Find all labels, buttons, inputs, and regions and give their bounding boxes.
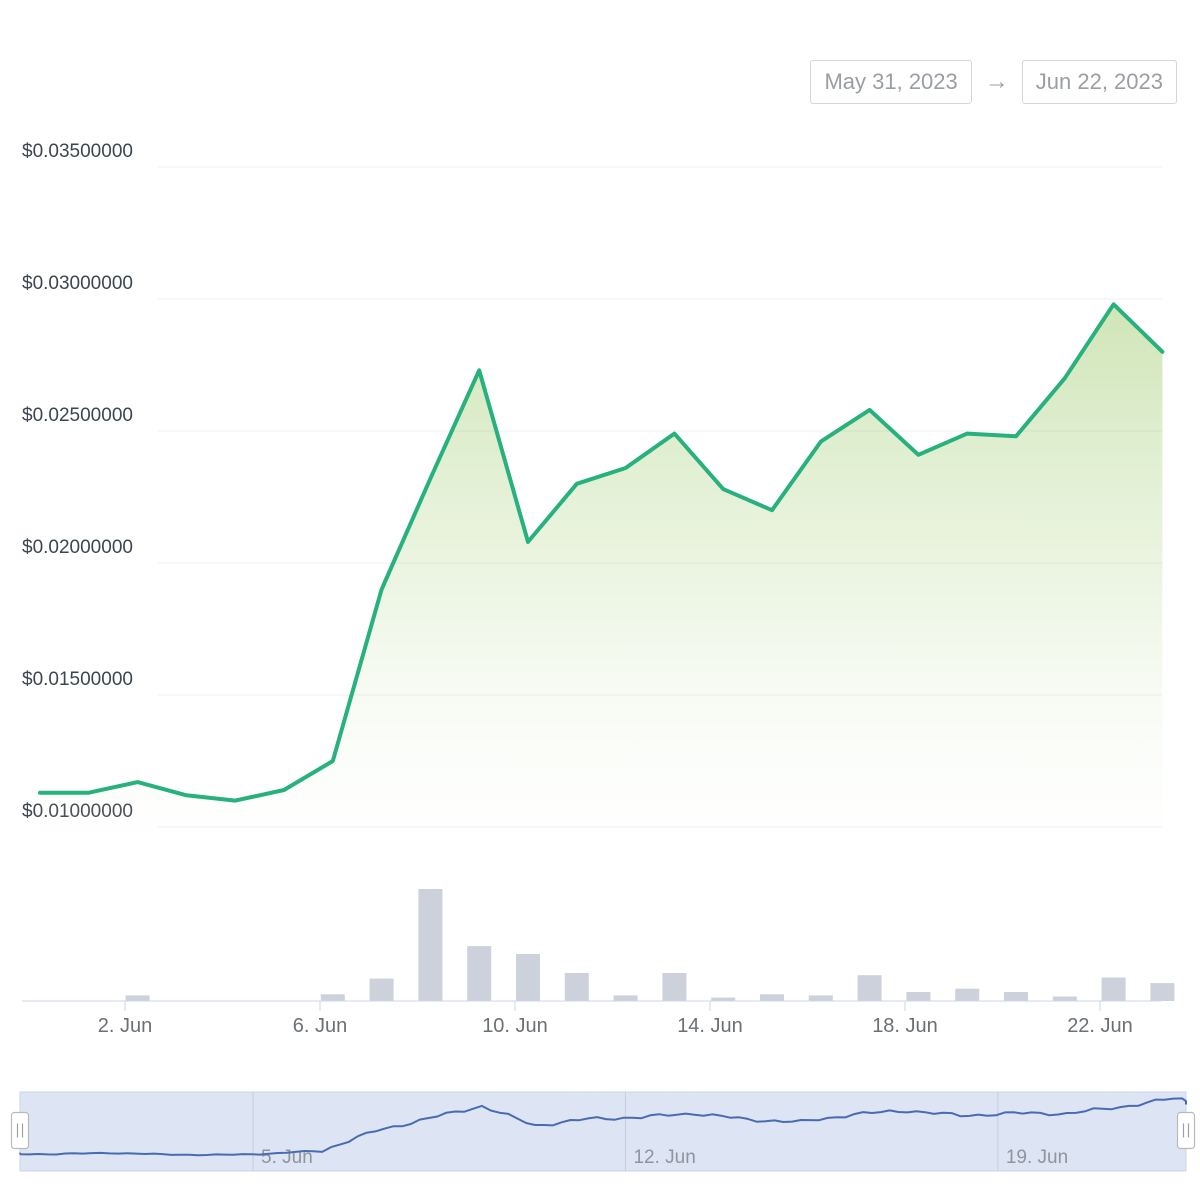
price-series [38, 302, 1165, 880]
navigator-axis-label: 12. Jun [633, 1147, 695, 1168]
y-axis-label: $0.02000000 [22, 537, 133, 558]
price-area-fill [40, 304, 1163, 880]
navigator-handle-left[interactable] [10, 1111, 30, 1150]
date-to-input[interactable]: Jun 22, 2023 [1021, 60, 1177, 104]
x-axis-label: 2. Jun [98, 1015, 152, 1037]
volume-series [125, 889, 1175, 1001]
y-axis-label: $0.03500000 [22, 141, 133, 162]
volume-bar [125, 995, 150, 1001]
volume-bar [662, 973, 687, 1001]
x-axis-label: 22. Jun [1067, 1015, 1133, 1037]
volume-bar [1004, 992, 1028, 1001]
x-axis-label: 6. Jun [293, 1015, 347, 1037]
x-axis-label: 10. Jun [482, 1015, 548, 1037]
y-axis-label: $0.02500000 [22, 405, 133, 426]
date-range-arrow-icon: → [984, 68, 1009, 95]
volume-bar [1101, 977, 1126, 1001]
navigator-handle-left-grip[interactable] [10, 1111, 30, 1150]
price-line [38, 302, 1165, 803]
volume-bar [369, 978, 394, 1001]
navigator-line [19, 1097, 1187, 1157]
volume-bar [418, 889, 443, 1001]
navigator: 5. Jun 12. Jun 19. Jun [10, 1091, 1196, 1172]
navigator-axis-label: 19. Jun [1006, 1147, 1068, 1168]
volume-bar [320, 994, 345, 1001]
navigator-handle-right[interactable] [1176, 1111, 1196, 1150]
y-axis-label: $0.03000000 [22, 273, 133, 294]
volume-bar [955, 988, 980, 1001]
x-axis-label: 14. Jun [677, 1015, 743, 1037]
volume-bar [808, 995, 833, 1001]
x-axis: 2. Jun 6. Jun 10. Jun 14. Jun 18. Jun 22. Jun [22, 1000, 1162, 1037]
volume-bar [906, 992, 931, 1001]
navigator-track[interactable] [19, 1091, 1187, 1172]
y-axis-label: $0.01500000 [22, 669, 133, 690]
volume-bar [1052, 996, 1077, 1001]
navigator-handle-right-grip[interactable] [1176, 1111, 1196, 1150]
volume-bar [564, 973, 589, 1001]
volume-bar [1150, 983, 1175, 1001]
volume-bar [711, 997, 736, 1001]
date-range-selector: May 31, 2023 → Jun 22, 2023 [810, 60, 1177, 104]
volume-bar [857, 975, 882, 1001]
volume-bar [760, 994, 784, 1001]
date-from-input[interactable]: May 31, 2023 [810, 60, 972, 104]
volume-bar [467, 946, 492, 1001]
x-axis-label: 18. Jun [872, 1015, 938, 1037]
volume-bar [516, 954, 540, 1001]
volume-bar [613, 995, 638, 1001]
